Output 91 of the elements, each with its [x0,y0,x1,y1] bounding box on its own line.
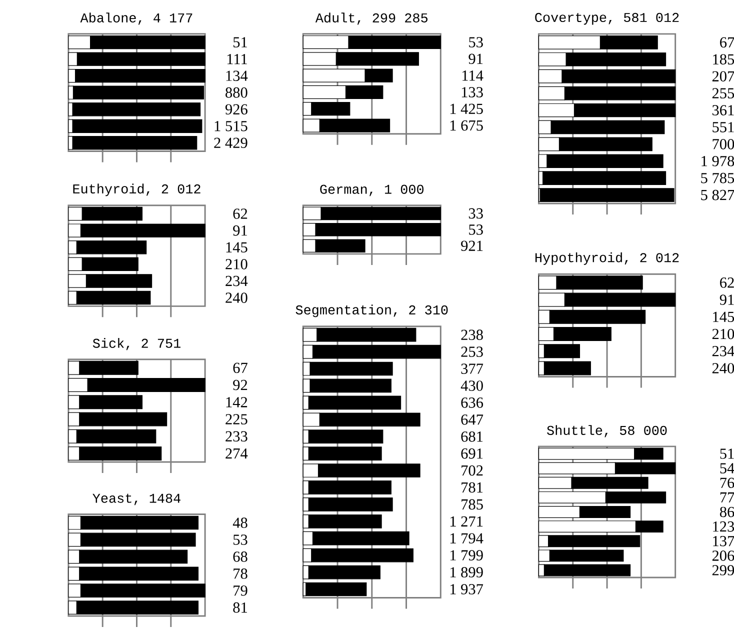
y-tick-label: 142 [226,397,248,408]
y-tick-label: 1 794 [450,533,484,544]
y-tick-label: 133 [462,87,483,98]
y-tick-label: 233 [226,431,248,442]
y-tick-label: 240 [226,292,248,304]
chart-title: Euthyroid, 2 012 [73,184,200,196]
y-tick-label: 91 [233,226,247,236]
y-tick-label: 67 [720,37,734,48]
y-tick-label: 1 978 [702,156,734,166]
y-tick-label: 67 [233,362,248,374]
bar [72,102,201,116]
y-tick-label: 54 [720,463,734,474]
y-tick-label: 51 [233,37,247,48]
y-tick-label: 255 [712,88,734,99]
y-tick-label: 700 [712,139,734,150]
y-tick-label: 430 [460,380,483,392]
chart-title: Hypothyroid, 2 012 [535,252,679,266]
y-tick-label: 1 899 [450,567,483,578]
y-tick-label: 234 [226,276,248,286]
y-tick-label: 636 [461,398,484,408]
bar [542,171,666,186]
y-tick-label: 62 [720,278,734,288]
chart-title: Yeast, 1484 [92,494,180,506]
chart-title: Covertype, 581 012 [535,13,679,25]
chart-title: Adult, 299 285 [315,12,428,25]
y-tick-label: 134 [226,70,248,82]
chart-title: Sick, 2 751 [92,338,180,350]
y-tick-label: 81 [233,602,247,613]
y-tick-label: 123 [713,522,734,532]
y-tick-label: 33 [468,208,483,219]
bar [72,136,198,150]
y-tick-label: 1 675 [450,120,483,131]
y-tick-label: 5 785 [701,173,734,184]
y-tick-label: 79 [234,586,248,596]
y-tick-label: 647 [461,414,484,425]
y-tick-label: 51 [720,448,734,459]
chart-title: Segmentation, 2 310 [296,304,448,318]
y-tick-label: 53 [469,37,483,48]
y-tick-label: 2 429 [214,138,248,148]
y-tick-label: 361 [712,105,734,116]
y-tick-label: 1 799 [450,550,483,561]
y-tick-label: 785 [462,499,483,510]
y-tick-label: 880 [226,88,248,98]
y-tick-label: 145 [713,312,734,322]
y-tick-label: 53 [233,534,248,546]
chart-title: German, 1 000 [320,184,424,196]
y-tick-label: 299 [712,565,734,576]
y-tick-label: 921 [461,240,483,252]
y-tick-label: 702 [462,466,483,476]
y-tick-label: 234 [712,346,734,356]
y-tick-label: 206 [712,550,734,561]
y-tick-label: 274 [226,448,248,459]
y-tick-label: 77 [720,492,734,503]
y-tick-label: 1 515 [214,121,248,132]
y-tick-label: 1 937 [450,584,484,595]
y-tick-label: 210 [712,328,734,340]
y-tick-label: 926 [225,104,248,115]
y-tick-label: 781 [462,482,483,493]
bar [72,119,202,134]
y-tick-label: 137 [713,536,734,546]
y-tick-label: 377 [461,364,484,374]
y-tick-label: 91 [720,294,734,306]
y-tick-label: 551 [712,122,734,132]
y-tick-label: 681 [461,432,483,442]
y-tick-label: 48 [232,518,248,528]
y-tick-label: 1 425 [450,104,483,114]
y-tick-label: 91 [468,54,483,64]
y-tick-label: 68 [233,552,248,562]
y-tick-label: 238 [461,330,483,340]
chart-title: Abalone, 4 177 [80,12,192,25]
chart-title: Shuttle, 58 000 [547,425,667,438]
y-tick-label: 78 [234,568,248,579]
y-tick-label: 253 [461,346,483,358]
y-tick-label: 62 [233,208,248,220]
y-tick-label: 240 [712,363,734,374]
y-tick-label: 114 [462,70,484,81]
y-tick-label: 53 [469,224,483,235]
y-tick-label: 691 [461,448,483,459]
y-tick-label: 1 271 [450,516,483,527]
y-tick-label: 111 [227,54,247,64]
y-tick-label: 210 [226,259,248,270]
bar [306,582,367,596]
bar [540,188,674,202]
y-tick-label: 76 [720,478,734,488]
y-tick-label: 86 [720,506,734,518]
y-tick-label: 92 [233,380,248,390]
y-tick-label: 225 [226,414,248,425]
y-tick-label: 145 [226,242,248,253]
y-tick-label: 5 827 [701,190,734,200]
y-tick-label: 185 [713,54,734,65]
y-tick-label: 207 [712,71,734,82]
